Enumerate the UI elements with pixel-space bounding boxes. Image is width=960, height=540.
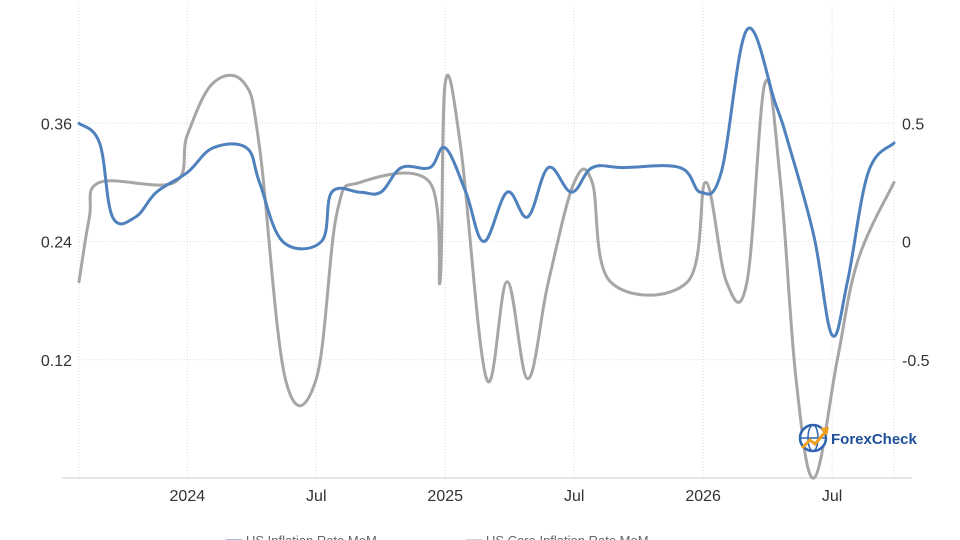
- y-right-tick-label: 0: [902, 235, 911, 252]
- y-right-tick-label: -0.5: [902, 353, 930, 370]
- watermark-text: ForexCheck: [831, 431, 918, 448]
- y-left-tick-label: 0.36: [41, 116, 72, 133]
- series-line-inflation-mom: [77, 26, 896, 338]
- y-left-tick-label: 0.12: [41, 353, 72, 370]
- x-axis: 2024 Jul 2025 Jul 2026 Jul: [170, 488, 843, 505]
- y-left-tick-label: 0.24: [41, 235, 72, 252]
- y-axis-left: 0.36 0.24 0.12: [41, 116, 72, 370]
- series-line-core-inflation-mom: [77, 73, 896, 480]
- x-tick-label: Jul: [306, 488, 326, 505]
- series-layer: [77, 26, 896, 480]
- x-tick-label: Jul: [564, 488, 584, 505]
- x-tick-label: 2025: [427, 488, 463, 505]
- trend-arrow-icon: [800, 430, 828, 450]
- legend-entry: US Core Inflation Rate MoM: [486, 533, 649, 540]
- legend: US Inflation Rate MoM US Core Inflation R…: [226, 533, 649, 540]
- x-tick-label: 2026: [685, 488, 721, 505]
- legend-entry: US Inflation Rate MoM: [246, 533, 377, 540]
- x-tick-label: 2024: [170, 488, 206, 505]
- x-tick-label: Jul: [822, 488, 842, 505]
- y-axis-right: 0.5 0 -0.5: [902, 116, 930, 370]
- forexcheck-logo: ForexCheck: [798, 423, 918, 453]
- y-right-tick-label: 0.5: [902, 116, 924, 133]
